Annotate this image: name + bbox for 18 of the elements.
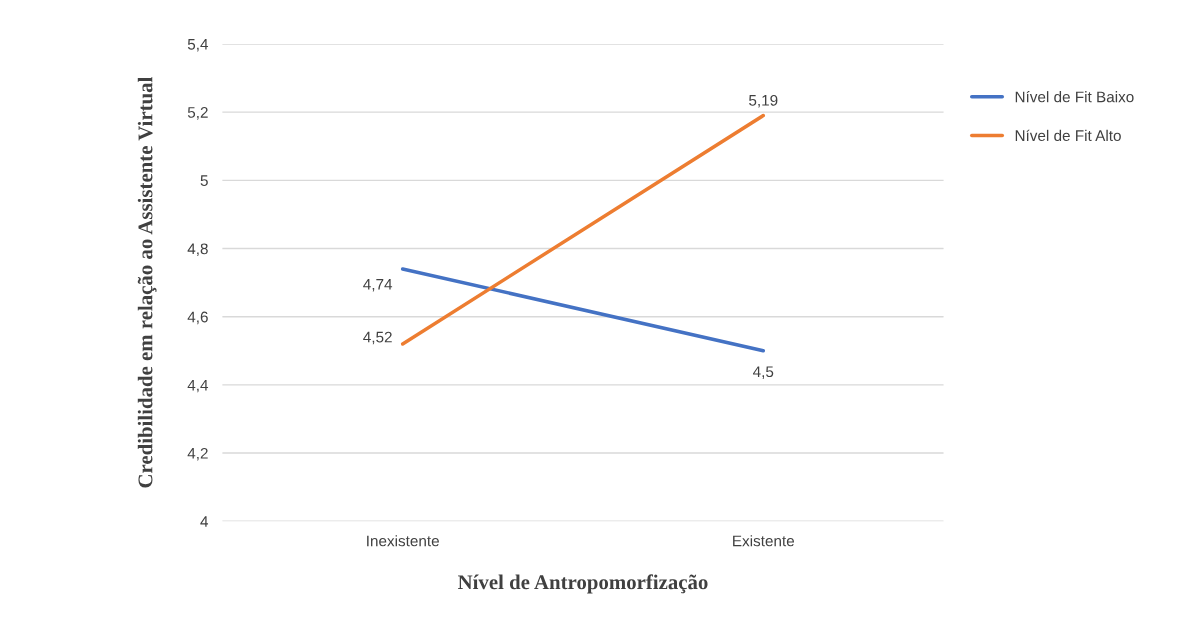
x-tick-label: Existente (733, 535, 795, 547)
x-axis-title: Nível de Antropomorfização (457, 574, 708, 594)
legend-label: Nível de Fit Alto (1015, 129, 1121, 142)
y-tick-label: 4,2 (187, 447, 208, 461)
y-tick-label: 4,6 (187, 311, 208, 325)
data-label: 4,52 (363, 331, 392, 345)
y-tick-label: 4,4 (187, 379, 209, 393)
y-tick-label: 5,2 (187, 107, 208, 120)
y-tick-label: 4,8 (187, 243, 208, 256)
data-label: 4,74 (363, 279, 393, 292)
y-tick-label: 5,4 (187, 38, 209, 52)
y-tick-label: 5 (200, 175, 208, 187)
y-tick-label: 4 (200, 516, 209, 527)
x-tick-label: Inexistente (367, 535, 439, 547)
data-label: 4,5 (753, 366, 774, 379)
y-axis-title: Credibilidade em relação ao Assistente Virtual (137, 77, 157, 488)
legend-label: Nível de Fit Baixo (1015, 90, 1134, 103)
data-label: 5,19 (749, 94, 778, 108)
